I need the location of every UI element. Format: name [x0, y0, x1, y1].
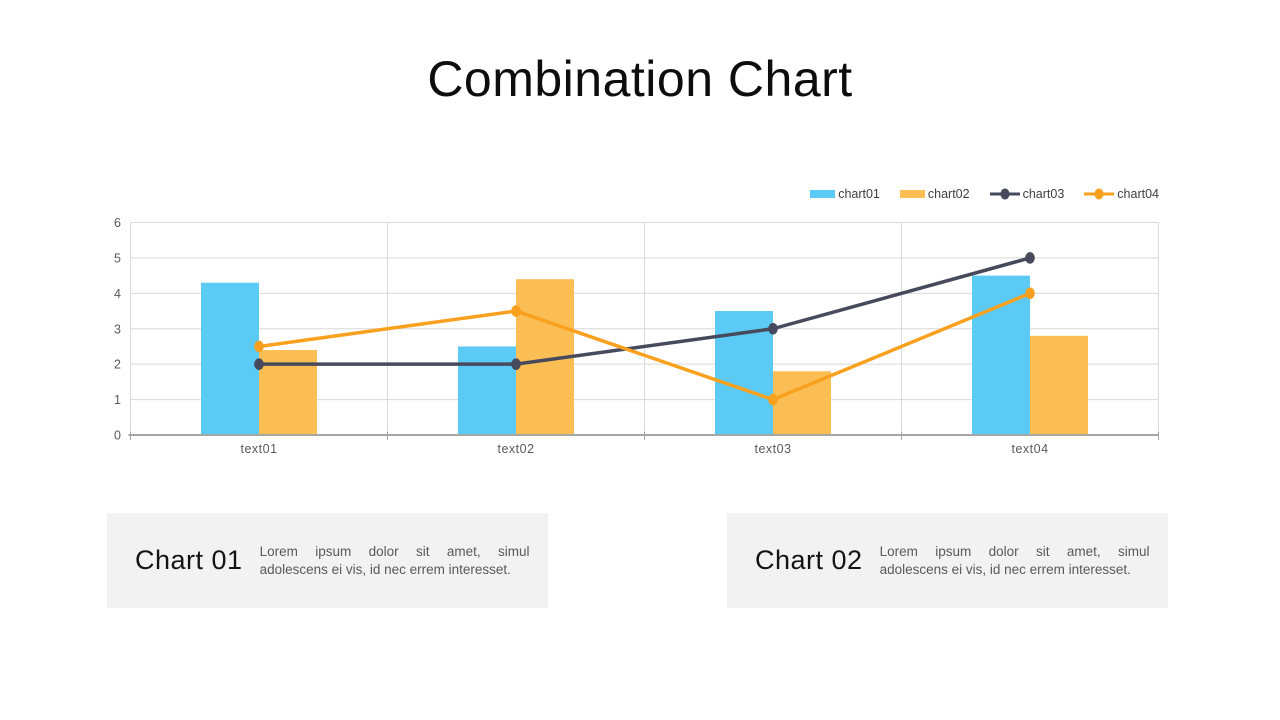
x-tick-label-text04: text04	[1011, 442, 1048, 456]
marker-chart04-text03	[768, 393, 778, 406]
page-title: Combination Chart	[427, 51, 853, 107]
y-tick-label-1: 1	[114, 393, 121, 407]
card-heading-02: Chart 02	[755, 545, 863, 575]
legend-item-chart03: chart03	[989, 187, 1065, 201]
y-tick-label-5: 5	[114, 251, 121, 265]
legend-line-swatch-chart03	[989, 188, 1020, 200]
legend-label-chart02: chart02	[927, 187, 970, 201]
marker-chart03-text04	[1025, 252, 1035, 264]
marker-chart04-text01	[254, 340, 264, 353]
legend-bar-swatch-chart02	[899, 190, 925, 198]
marker-chart04-text02	[511, 305, 521, 317]
card-body-01: Lorem ipsum dolor sit amet, simul adoles…	[259, 543, 530, 577]
y-tick-label-0: 0	[114, 429, 121, 443]
bar-chart01-text01	[201, 282, 259, 435]
marker-chart03-text02	[511, 358, 521, 370]
bar-chart02-text03	[773, 371, 831, 435]
legend-label-chart04: chart04	[1117, 187, 1159, 201]
line-chart03	[259, 256, 1031, 366]
marker-chart03-text03	[768, 322, 778, 335]
y-tick-label-2: 2	[114, 358, 121, 372]
marker-chart03-text01	[254, 358, 264, 370]
legend-line-swatch-chart04	[1084, 188, 1115, 200]
card-heading-01: Chart 01	[135, 545, 243, 575]
y-tick-label-3: 3	[114, 322, 121, 336]
card-body-02: Lorem ipsum dolor sit amet, simul adoles…	[879, 543, 1150, 577]
bar-chart01-text02	[458, 346, 516, 435]
legend-item-chart04: chart04	[1084, 187, 1159, 201]
y-tick-label-4: 4	[114, 287, 121, 301]
combination-chart: 0 1 2 3 4 5 6 text01 text02 text03 text04	[114, 216, 1159, 456]
info-cards: Chart 01 Lorem ipsum dolor sit amet, sim…	[107, 513, 1168, 608]
legend-item-chart02: chart02	[899, 187, 970, 201]
card-chart-02: Chart 02 Lorem ipsum dolor sit amet, sim…	[727, 513, 1168, 608]
legend-label-chart03: chart03	[1022, 187, 1065, 201]
y-tick-label-6: 6	[114, 216, 121, 230]
legend-label-chart01: chart01	[838, 187, 880, 201]
marker-chart04-text04	[1025, 287, 1035, 300]
x-tick-label-text02: text02	[497, 442, 534, 456]
x-tick-label-text03: text03	[754, 442, 791, 456]
line-chart04	[258, 291, 1031, 402]
legend-bar-swatch-chart01	[810, 190, 836, 198]
bar-chart02-text04	[1030, 335, 1088, 435]
bar-chart01-text04	[972, 275, 1030, 435]
legend-item-chart01: chart01	[810, 187, 880, 201]
x-tick-label-text01: text01	[240, 442, 277, 456]
card-chart-01: Chart 01 Lorem ipsum dolor sit amet, sim…	[107, 513, 548, 608]
chart-legend: chart01 chart02 chart03 chart04	[810, 185, 1159, 203]
